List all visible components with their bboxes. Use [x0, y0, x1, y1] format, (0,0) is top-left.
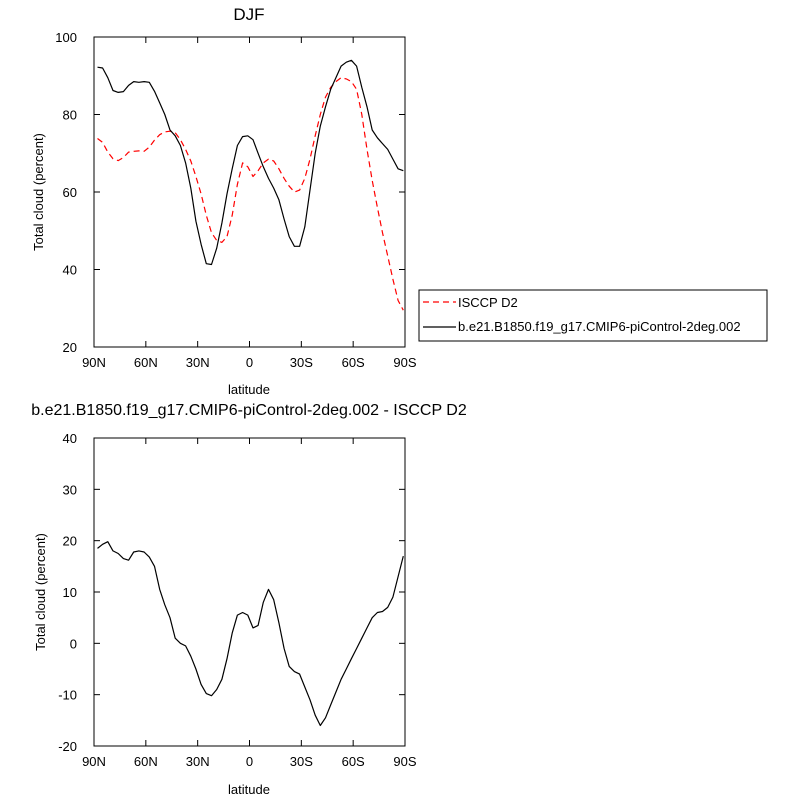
top-series-line-b-e21-b1850-f19-g17-cmip6-picontrol-2deg-002: [97, 59, 404, 266]
top-y-tick-label: 100: [55, 30, 77, 45]
top-x-tick-label: 60S: [342, 355, 365, 370]
top-x-tick-label: 90S: [393, 355, 416, 370]
bottom-y-tick-label: 30: [63, 482, 77, 497]
bottom-x-tick-label: 30N: [186, 754, 210, 769]
legend: ISCCP D2 b.e21.B1850.f19_g17.CMIP6-piCon…: [418, 289, 768, 342]
bottom-y-tick-label: 20: [63, 534, 77, 549]
bottom-y-tick-label: -20: [58, 739, 77, 754]
top-y-ticks: 20 40 60 80 100: [55, 30, 405, 355]
bottom-chart-frame: [93, 437, 406, 747]
top-x-tick-label: 60N: [134, 355, 158, 370]
top-chart: DJF 90N 60N 30N 0 30S 60S 90S 20 40 60 80 100 lati…: [31, 5, 417, 397]
bottom-x-tick-label: 0: [246, 754, 253, 769]
bottom-chart: b.e21.B1850.f19_g17.CMIP6-piControl-2deg…: [31, 402, 467, 797]
top-y-tick-label: 80: [63, 108, 77, 123]
bottom-x-axis-label: latitude: [228, 782, 270, 797]
bottom-series-line-0: [97, 541, 404, 727]
top-y-tick-label: 20: [63, 340, 77, 355]
bottom-x-tick-label: 60N: [134, 754, 158, 769]
bottom-x-tick-label: 90N: [82, 754, 106, 769]
legend-label-isccp: ISCCP D2: [458, 295, 518, 310]
top-series-line-isccp-d2: [97, 77, 404, 311]
top-y-tick-label: 40: [63, 263, 77, 278]
top-x-axis-label: latitude: [228, 382, 270, 397]
legend-box: [418, 289, 768, 342]
top-x-tick-label: 0: [246, 355, 253, 370]
bottom-x-ticks: 90N 60N 30N 0 30S 60S 90S: [82, 438, 417, 769]
top-x-tick-label: 90N: [82, 355, 106, 370]
bottom-y-tick-label: 10: [63, 585, 77, 600]
bottom-chart-title: b.e21.B1850.f19_g17.CMIP6-piControl-2deg…: [31, 402, 467, 419]
bottom-x-tick-label: 60S: [342, 754, 365, 769]
top-x-ticks: 90N 60N 30N 0 30S 60S 90S: [82, 37, 417, 370]
top-chart-title: DJF: [233, 5, 264, 24]
bottom-x-tick-label: 90S: [393, 754, 416, 769]
bottom-y-tick-label: 40: [63, 431, 77, 446]
top-x-tick-label: 30S: [290, 355, 313, 370]
top-y-axis-label: Total cloud (percent): [31, 133, 46, 251]
top-x-tick-label: 30N: [186, 355, 210, 370]
bottom-lines: [97, 541, 404, 727]
top-y-tick-label: 60: [63, 185, 77, 200]
bottom-y-tick-label: -10: [58, 688, 77, 703]
top-lines: [97, 59, 404, 311]
legend-label-model: b.e21.B1850.f19_g17.CMIP6-piControl-2deg…: [458, 319, 741, 334]
top-chart-frame: [93, 36, 406, 348]
bottom-y-tick-label: 0: [70, 636, 77, 651]
bottom-x-tick-label: 30S: [290, 754, 313, 769]
bottom-y-axis-label: Total cloud (percent): [33, 533, 48, 651]
bottom-y-ticks: -20 -10 0 10 20 30 40: [58, 431, 405, 754]
